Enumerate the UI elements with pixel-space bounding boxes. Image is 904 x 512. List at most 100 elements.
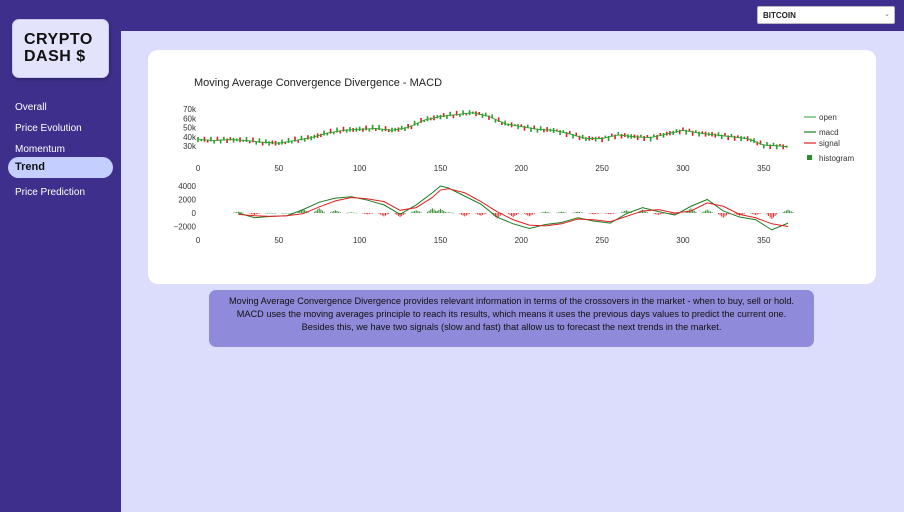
histogram-bar	[435, 210, 437, 213]
candle	[737, 135, 739, 138]
candle	[562, 130, 565, 133]
histogram-bar	[719, 213, 721, 216]
candle	[695, 130, 697, 133]
histogram-bar	[334, 210, 336, 213]
candle	[455, 110, 458, 116]
sidebar-item-price-evolution[interactable]: Price Evolution	[15, 123, 82, 134]
candle	[611, 133, 613, 137]
histogram-bar	[760, 213, 762, 214]
histogram-bar	[743, 213, 745, 214]
histogram-bar	[323, 211, 325, 213]
candle	[556, 129, 558, 132]
top-x-tick-label: 150	[434, 164, 448, 173]
histogram-bar	[254, 213, 256, 216]
logo-line-2: DASH $	[24, 48, 86, 65]
bottom-x-tick-label: 100	[353, 236, 367, 245]
candle	[268, 141, 270, 146]
histogram-bar	[511, 213, 513, 217]
candle	[614, 134, 616, 140]
candle	[526, 124, 529, 129]
candle	[420, 117, 422, 123]
top-y-tick-label: 50k	[183, 124, 197, 133]
candle	[478, 112, 481, 116]
histogram-bar	[481, 213, 483, 216]
histogram-bar	[693, 210, 695, 213]
candle	[740, 136, 742, 142]
histogram-bar	[499, 213, 501, 216]
histogram-bar	[721, 213, 723, 217]
bottom-x-tick-label: 50	[274, 236, 283, 245]
histogram-bar	[281, 213, 283, 214]
histogram-bar	[532, 213, 534, 215]
histogram-bar	[351, 212, 353, 213]
histogram-bar	[338, 211, 340, 213]
histogram-bar	[234, 212, 236, 213]
histogram-bar	[561, 211, 563, 213]
candle	[782, 144, 784, 150]
candle	[701, 131, 704, 135]
histogram-bar	[588, 213, 590, 214]
histogram-bar	[517, 213, 519, 215]
histogram-bar	[443, 212, 445, 214]
sidebar-item-overall[interactable]: Overall	[15, 102, 47, 113]
histogram-bar	[792, 212, 794, 213]
candle	[342, 126, 345, 132]
histogram-bar	[462, 213, 464, 216]
histogram-bar	[509, 213, 511, 216]
histogram-bar	[685, 211, 687, 213]
candle	[281, 139, 283, 145]
histogram-bar	[313, 211, 315, 213]
coin-select-value: BITCOIN	[763, 11, 796, 20]
candle	[517, 124, 519, 130]
macd-chart[interactable]: Moving Average Convergence Divergence - …	[148, 50, 876, 284]
top-y-tick-label: 40k	[183, 133, 197, 142]
histogram-bar	[286, 213, 288, 214]
sidebar-item-trend[interactable]: Trend	[8, 157, 113, 178]
candle	[326, 132, 329, 136]
histogram-bar	[273, 213, 275, 214]
histogram-bar	[653, 213, 655, 214]
histogram-bar	[451, 212, 453, 214]
histogram-bar	[336, 210, 338, 213]
candle	[730, 133, 733, 137]
top-x-tick-label: 0	[196, 164, 201, 173]
candle	[349, 127, 351, 132]
bottom-y-tick-label: 0	[192, 209, 197, 218]
histogram-bar	[496, 213, 498, 219]
candle	[404, 127, 406, 131]
candle	[779, 143, 781, 147]
histogram-bar	[624, 210, 626, 213]
histogram-bar	[330, 212, 332, 213]
histogram-bar	[433, 209, 435, 213]
sidebar-item-price-prediction[interactable]: Price Prediction	[15, 187, 86, 198]
histogram-bar	[671, 213, 673, 215]
legend-open-label: open	[819, 113, 837, 122]
candle	[417, 123, 419, 126]
sidebar-item-momentum[interactable]: Momentum	[15, 144, 66, 155]
histogram-bar	[250, 213, 252, 215]
histogram-bar	[380, 213, 382, 215]
candle	[465, 113, 468, 116]
histogram-bar	[590, 213, 592, 214]
histogram-bar	[735, 213, 737, 215]
histogram-bar	[267, 213, 269, 214]
histogram-bar	[438, 209, 440, 213]
histogram-bar	[695, 211, 697, 213]
histogram-bar	[742, 213, 744, 215]
histogram-bar	[354, 212, 356, 214]
histogram-bar	[460, 213, 462, 215]
histogram-bar	[622, 211, 624, 213]
app-logo[interactable]: CRYPTO DASH $	[12, 19, 109, 78]
histogram-bar	[524, 213, 526, 214]
histogram-bar	[621, 212, 623, 213]
histogram-bar	[452, 212, 454, 214]
candle	[339, 130, 342, 134]
candle	[675, 129, 678, 133]
top-x-tick-label: 300	[676, 164, 690, 173]
coin-select[interactable]: BITCOIN ⌄	[757, 6, 895, 24]
histogram-bar	[368, 213, 370, 215]
sidebar: CRYPTO DASH $ Overall Price Evolution Mo…	[0, 0, 121, 512]
histogram-bar	[527, 213, 529, 216]
histogram-bar	[399, 213, 401, 218]
histogram-bar	[271, 213, 273, 214]
